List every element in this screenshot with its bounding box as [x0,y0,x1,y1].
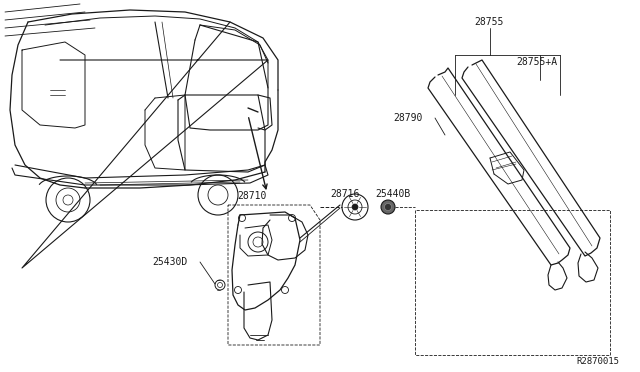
Circle shape [381,200,395,214]
Text: 28716: 28716 [330,189,360,199]
Text: 28710: 28710 [237,191,266,201]
Text: 25440B: 25440B [375,189,410,199]
Circle shape [352,204,358,210]
Circle shape [385,203,392,211]
Text: 28755: 28755 [474,17,504,27]
Text: R2870015: R2870015 [576,357,619,366]
Text: 28755+A: 28755+A [516,57,557,67]
Text: 25430D: 25430D [152,257,188,267]
Text: 28790: 28790 [393,113,422,123]
